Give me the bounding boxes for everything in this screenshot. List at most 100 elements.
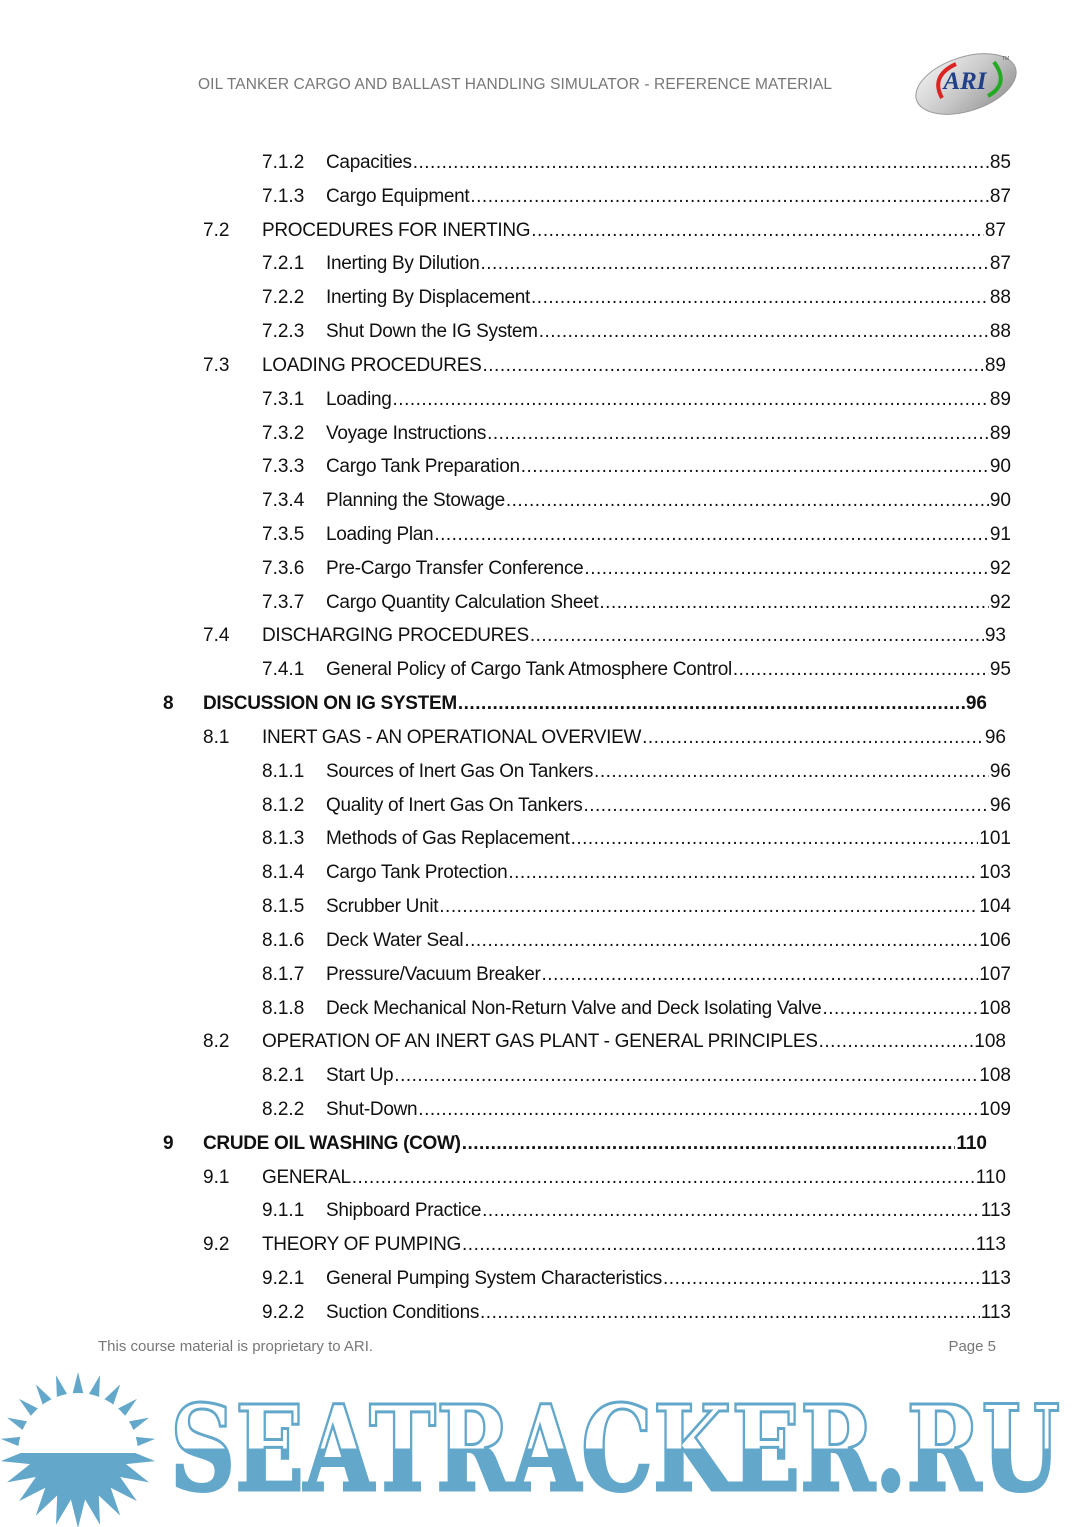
toc-entry-title[interactable]: Deck Mechanical Non-Return Valve and Dec… (326, 997, 822, 1019)
toc-entry-title[interactable]: Capacities (326, 152, 412, 173)
toc-entry-title[interactable]: Loading (326, 388, 392, 410)
toc-entry[interactable]: 7.3.3 Cargo Tank Preparation.............… (262, 454, 1011, 480)
toc-entry[interactable]: 7.3.2 Voyage Instructions................… (262, 421, 1011, 447)
toc-entry-title[interactable]: General Pumping System Characteristics (326, 1268, 663, 1290)
toc-entry-page: 92 (989, 557, 1011, 579)
toc-entry-title[interactable]: Pre-Cargo Transfer Conference (326, 557, 584, 579)
footer-page-number: Page 5 (948, 1338, 996, 1355)
toc-entry-page: 110 (975, 1166, 1006, 1188)
toc-entry[interactable]: 8.1.8 Deck Mechanical Non-Return Valve an… (262, 996, 1011, 1022)
toc-entry-page: 87 (984, 219, 1006, 241)
toc-entry[interactable]: 8.1.7 Pressure/Vacuum Breaker............… (262, 962, 1011, 988)
toc-entry-number: 8.1 (203, 726, 230, 748)
toc-entry-title[interactable]: DISCUSSION ON IG SYSTEM (203, 693, 457, 715)
toc-entry[interactable]: 8.2 OPERATION OF AN INERT GAS PLANT - GEN… (203, 1029, 1006, 1055)
toc-entry-page: 89 (984, 354, 1006, 376)
toc-entry[interactable]: 9.1 GENERAL..............................… (203, 1165, 1006, 1191)
toc-entry[interactable]: 8.1 INERT GAS - AN OPERATIONAL OVERVIEW..… (203, 725, 1006, 751)
toc-entry-page: 88 (989, 321, 1011, 343)
toc-entry-title[interactable]: Cargo Equipment (326, 185, 470, 207)
toc-entry-title[interactable]: Sources of Inert Gas On Tankers (326, 760, 594, 782)
toc-entry-title[interactable]: Shipboard Practice (326, 1200, 482, 1222)
dot-leader: ........................................… (531, 287, 989, 309)
toc-entry[interactable]: 8.1.6 Deck Water Seal....................… (262, 928, 1011, 954)
toc-entry[interactable]: 7.1.3 Cargo Equipment....................… (262, 184, 1011, 210)
toc-entry[interactable]: 8.1.5 Scrubber Unit......................… (262, 894, 1011, 920)
toc-entry[interactable]: 8.1.2 Quality of Inert Gas On Tankers....… (262, 793, 1011, 819)
header-title: OIL TANKER CARGO AND BALLAST HANDLING SI… (198, 76, 833, 93)
toc-entry[interactable]: 7.4 DISCHARGING PROCEDURES...............… (203, 623, 1006, 649)
toc-entry-title[interactable]: Suction Conditions (326, 1301, 480, 1323)
dot-leader: ........................................… (541, 963, 979, 985)
toc-entry[interactable]: 7.1.2 Capacities.........................… (262, 150, 1011, 176)
toc-entry-number: 8.1.1 (262, 760, 305, 782)
toc-entry[interactable]: 8.2.1 Start Up...........................… (262, 1063, 1011, 1089)
toc-entry-title[interactable]: INERT GAS - AN OPERATIONAL OVERVIEW (262, 726, 642, 748)
toc-entry-title[interactable]: Voyage Instructions (326, 422, 487, 444)
toc-entry[interactable]: 7.4.1 General Policy of Cargo Tank Atmosp… (262, 657, 1011, 683)
toc-entry-title[interactable]: Shut-Down (326, 1098, 418, 1120)
toc-entry-number: 8.1.5 (262, 896, 305, 918)
toc-entry-title[interactable]: OPERATION OF AN INERT GAS PLANT - GENERA… (262, 1031, 818, 1053)
toc-entry[interactable]: 8.1.3 Methods of Gas Replacement.........… (262, 826, 1011, 852)
toc-entry-title[interactable]: Deck Water Seal (326, 929, 464, 951)
toc-entry-title[interactable]: Quality of Inert Gas On Tankers (326, 794, 583, 816)
toc-entry[interactable]: 7.2 PROCEDURES FOR INERTING..............… (203, 218, 1006, 244)
dot-leader: ........................................… (642, 726, 984, 748)
toc-entry[interactable]: 7.2.3 Shut Down the IG System............… (262, 319, 1011, 345)
toc-entry-title[interactable]: Cargo Quantity Calculation Sheet (326, 591, 599, 613)
dot-leader: ........................................… (529, 625, 984, 647)
dot-leader: ........................................… (732, 659, 989, 681)
toc-entry-page: 107 (979, 963, 1011, 985)
toc-entry-title[interactable]: Cargo Tank Preparation (326, 456, 520, 478)
toc-entry[interactable]: 7.3.1 Loading............................… (262, 387, 1011, 413)
toc-entry[interactable]: 7.3.5 Loading Plan.......................… (262, 522, 1011, 548)
toc-entry-title[interactable]: Methods of Gas Replacement (326, 828, 570, 850)
toc-entry[interactable]: 8.2.2 Shut-Down..........................… (262, 1097, 1011, 1123)
toc-entry-page: 113 (980, 1200, 1011, 1222)
toc-entry-title[interactable]: Pressure/Vacuum Breaker (326, 963, 541, 985)
toc-entry-title[interactable]: Inerting By Dilution (326, 253, 480, 275)
toc-entry-title[interactable]: Inerting By Displacement (326, 287, 531, 309)
toc-entry-number: 7.2.1 (262, 253, 305, 275)
toc-entry-title[interactable]: LOADING PROCEDURES (262, 354, 482, 376)
toc-entry[interactable]: 7.2.1 Inerting By Dilution...............… (262, 251, 1011, 277)
toc-entry[interactable]: 9.2.2 Suction Conditions.................… (262, 1300, 1011, 1326)
toc-entry-title[interactable]: Scrubber Unit (326, 896, 439, 918)
toc-entry[interactable]: 7.3.7 Cargo Quantity Calculation Sheet...… (262, 590, 1011, 616)
toc-entry[interactable]: 9.1.1 Shipboard Practice.................… (262, 1198, 1011, 1224)
toc-entry-title[interactable]: DISCHARGING PROCEDURES (262, 625, 529, 647)
dot-leader: ........................................… (520, 456, 989, 478)
toc-entry[interactable]: 7.2.2 Inerting By Displacement...........… (262, 285, 1011, 311)
toc-entry[interactable]: 7.3.6 Pre-Cargo Transfer Conference......… (262, 556, 1011, 582)
toc-entry[interactable]: 8.1.4 Cargo Tank Protection..............… (262, 860, 1011, 886)
toc-entry-page: 91 (989, 524, 1011, 546)
toc-entry[interactable]: 7.3 LOADING PROCEDURES...................… (203, 353, 1006, 379)
toc-entry-number: 7.3.3 (262, 456, 305, 478)
dot-leader: ........................................… (482, 1200, 980, 1222)
toc-entry-page: 90 (989, 490, 1011, 512)
toc-entry-number: 7.1.2 (262, 152, 305, 173)
dot-leader: ........................................… (599, 591, 988, 613)
toc-entry[interactable]: 9.2 THEORY OF PUMPING....................… (203, 1232, 1006, 1258)
toc-entry-title[interactable]: GENERAL (262, 1166, 351, 1188)
toc-entry-title[interactable]: CRUDE OIL WASHING (COW) (203, 1132, 461, 1154)
toc-entry-title[interactable]: PROCEDURES FOR INERTING (262, 219, 531, 241)
toc-entry[interactable]: 8.1.1 Sources of Inert Gas On Tankers....… (262, 759, 1011, 785)
toc-entry-title[interactable]: Loading Plan (326, 524, 434, 546)
toc-entry-number: 7.3.4 (262, 490, 305, 512)
toc-entry-page: 96 (965, 693, 987, 715)
toc-entry[interactable]: 9.2.1 General Pumping System Characterist… (262, 1266, 1011, 1292)
toc-entry-title[interactable]: THEORY OF PUMPING (262, 1234, 462, 1256)
toc-entry-number: 7.2 (203, 219, 230, 241)
dot-leader: ........................................… (663, 1268, 980, 1290)
toc-entry[interactable]: 8 DISCUSSION ON IG SYSTEM................… (163, 691, 987, 717)
toc-entry[interactable]: 9 CRUDE OIL WASHING (COW)................… (163, 1131, 987, 1157)
toc-entry-title[interactable]: Planning the Stowage (326, 490, 505, 512)
toc-entry-title[interactable]: Cargo Tank Protection (326, 862, 508, 884)
seatracker-watermark: SEATRACKER.RU (0, 1372, 1062, 1527)
toc-entry-title[interactable]: Start Up (326, 1065, 394, 1087)
toc-entry[interactable]: 7.3.4 Planning the Stowage...............… (262, 488, 1011, 514)
toc-entry-title[interactable]: Shut Down the IG System (326, 321, 538, 343)
toc-entry-title[interactable]: General Policy of Cargo Tank Atmosphere … (326, 659, 732, 681)
